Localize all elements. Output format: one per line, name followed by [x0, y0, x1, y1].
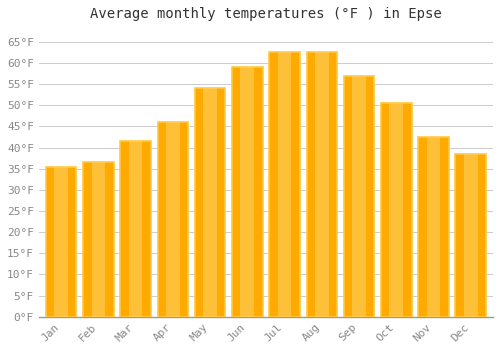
- Bar: [381, 103, 412, 317]
- Bar: [166, 122, 179, 317]
- Bar: [306, 52, 337, 317]
- Bar: [83, 162, 114, 317]
- Bar: [46, 167, 76, 317]
- Bar: [195, 88, 226, 317]
- Bar: [158, 122, 188, 317]
- Bar: [232, 67, 262, 317]
- Bar: [315, 52, 328, 317]
- Bar: [352, 76, 366, 317]
- Bar: [418, 137, 448, 317]
- Bar: [240, 67, 254, 317]
- Bar: [270, 52, 300, 317]
- Bar: [344, 76, 374, 317]
- Title: Average monthly temperatures (°F ) in Epse: Average monthly temperatures (°F ) in Ep…: [90, 7, 442, 21]
- Bar: [120, 141, 151, 317]
- Bar: [426, 137, 440, 317]
- Bar: [390, 103, 403, 317]
- Bar: [54, 167, 68, 317]
- Bar: [456, 154, 486, 317]
- Bar: [92, 162, 105, 317]
- Bar: [278, 52, 291, 317]
- Bar: [128, 141, 142, 317]
- Bar: [464, 154, 477, 317]
- Bar: [203, 88, 217, 317]
